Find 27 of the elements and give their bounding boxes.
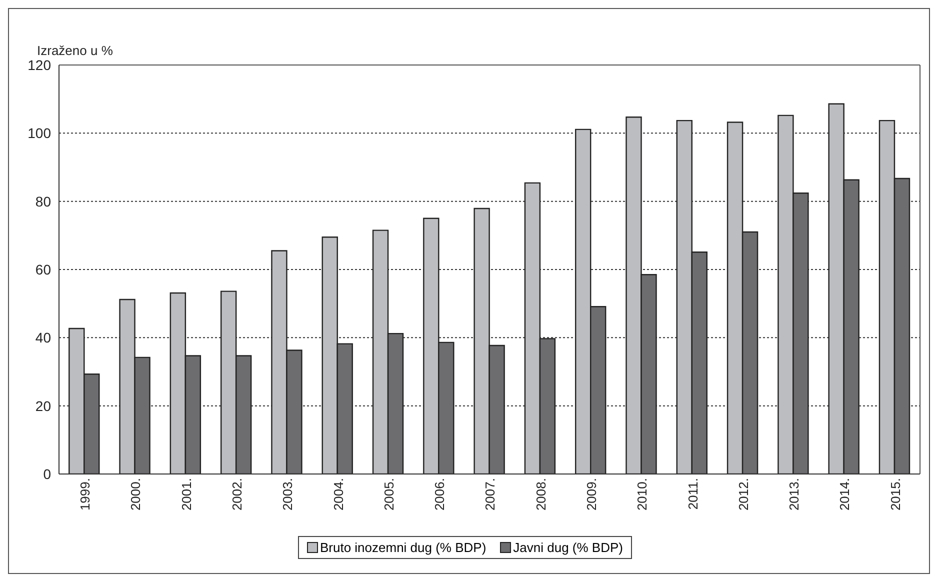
y-axis-title: Izraženo u %: [37, 43, 113, 58]
y-tick-label: 80: [35, 193, 52, 210]
y-tick-label: 120: [28, 56, 52, 73]
y-tick-label: 100: [28, 125, 52, 142]
x-tick-label: 2001.: [178, 478, 194, 511]
x-tick-label: 2015.: [888, 478, 903, 511]
x-tick-label: 2003.: [280, 478, 296, 511]
x-tick-label: 2013.: [786, 478, 802, 511]
y-tick-label: 60: [35, 261, 52, 278]
x-tick-label: 2014.: [837, 478, 852, 511]
x-tick-label: 2010.: [634, 478, 650, 511]
y-tick-label: 20: [35, 398, 52, 414]
legend-label: Bruto inozemni dug (% BDP): [318, 540, 486, 555]
y-tick-label: 0: [43, 466, 52, 482]
x-tick-label: 2011.: [685, 478, 700, 510]
x-tick-label: 2002.: [229, 478, 244, 511]
x-tick-label: 2004.: [330, 478, 346, 511]
x-tick-label: 2009.: [584, 478, 600, 511]
x-tick-label: 2012.: [736, 478, 751, 511]
x-tick-label: 1999.: [78, 478, 93, 511]
x-tick-label: 2005.: [381, 478, 396, 511]
x-tick-label: 2000.: [128, 478, 144, 511]
y-tick-label: 40: [35, 330, 52, 346]
x-tick-label: 2006.: [432, 478, 448, 511]
legend-label: Javni dug (% BDP): [512, 540, 623, 555]
x-tick-label: 2008.: [533, 478, 548, 511]
x-tick-label: 2007.: [482, 478, 498, 511]
